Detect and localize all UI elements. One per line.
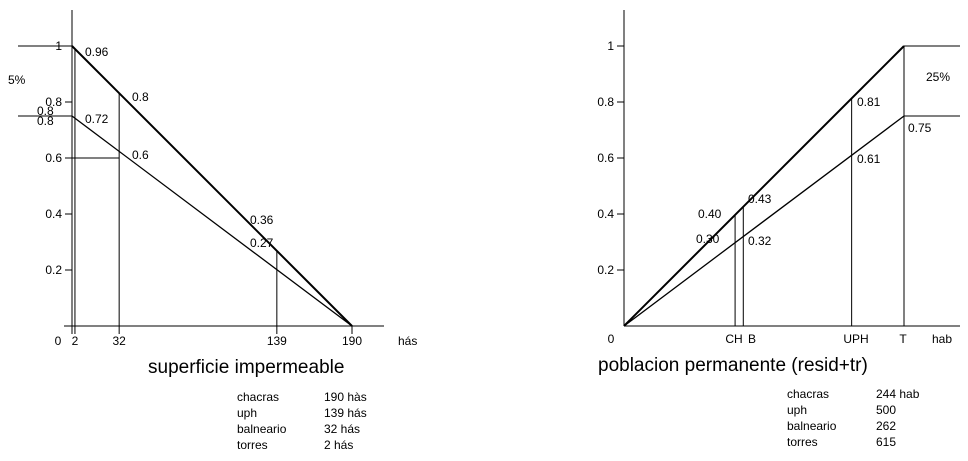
legend-value: 244 hab xyxy=(876,387,920,401)
annotation-label: 0.43 xyxy=(748,192,772,206)
legend-value: 615 xyxy=(876,435,896,449)
legend-name: uph xyxy=(237,406,257,420)
legend-name: torres xyxy=(237,438,268,452)
annotation-label: 0.36 xyxy=(250,213,274,227)
annotation-label: 0.6 xyxy=(132,148,149,162)
legend-name: balneario xyxy=(787,419,837,433)
legend-value: 500 xyxy=(876,403,896,417)
x-tick-label: 32 xyxy=(112,334,126,348)
x-axis-label: superficie impermeable xyxy=(148,357,344,378)
legend-value: 32 hás xyxy=(324,422,360,436)
annotation-label: 0.40 xyxy=(698,207,722,221)
legend-name: chacras xyxy=(237,390,279,404)
x-unit-label: hab xyxy=(932,332,952,346)
annotation-label: 0.27 xyxy=(250,236,274,250)
y-tick-label: 0.8 xyxy=(45,95,62,109)
annotation-label: 5% xyxy=(8,73,26,87)
legend-name: uph xyxy=(787,403,807,417)
annotation-label: 0.8 xyxy=(37,104,54,118)
x-tick-label: 0 xyxy=(55,334,62,348)
x-tick-label: B xyxy=(748,332,756,346)
legend-value: 190 hàs xyxy=(324,390,367,404)
series-line xyxy=(623,115,905,327)
y-tick-label: 0.6 xyxy=(597,151,614,165)
x-tick-label: CH xyxy=(725,332,742,346)
x-unit-label: hás xyxy=(398,334,417,348)
annotation-label: 0.32 xyxy=(748,234,772,248)
y-tick-label: 0.4 xyxy=(45,207,62,221)
legend-name: chacras xyxy=(787,387,829,401)
x-tick-label: 2 xyxy=(72,334,79,348)
y-tick-label: 0.2 xyxy=(597,263,614,277)
y-tick-label: 0.8 xyxy=(597,95,614,109)
y-tick-label: 0.4 xyxy=(597,207,614,221)
series-line xyxy=(623,45,905,327)
annotation-label: 0.81 xyxy=(857,95,881,109)
x-tick-label: 190 xyxy=(342,334,362,348)
y-tick-label: 1 xyxy=(607,39,614,53)
legend-value: 2 hás xyxy=(324,438,353,452)
x-tick-label: T xyxy=(899,332,907,346)
annotation-label: 0.8 xyxy=(37,114,54,128)
x-axis-label: poblacion permanente (resid+tr) xyxy=(598,355,868,376)
y-tick-label: 0.6 xyxy=(45,151,62,165)
series-line xyxy=(71,45,353,327)
annotation-label: 0.96 xyxy=(85,45,109,59)
chart-left: 0.20.40.60.810 2 32 139 190 hás5%0.80.960.720… xyxy=(8,10,417,452)
series-line xyxy=(71,115,353,327)
annotation-label: 0.72 xyxy=(85,112,109,126)
legend-name: torres xyxy=(787,435,818,449)
x-tick-label: UPH xyxy=(843,332,868,346)
annotation-label: 0.61 xyxy=(857,152,881,166)
legend-name: balneario xyxy=(237,422,287,436)
legend-value: 139 hás xyxy=(324,406,367,420)
annotation-label: 0.8 xyxy=(132,90,149,104)
y-tick-label: 0.2 xyxy=(45,263,62,277)
x-tick-label: 0 xyxy=(608,332,615,346)
annotation-label: 0.75 xyxy=(908,121,932,135)
x-tick-label: 139 xyxy=(267,334,287,348)
annotation-label: 25% xyxy=(926,70,950,84)
legend-value: 262 xyxy=(876,419,896,433)
annotation-label: 0.30 xyxy=(696,232,720,246)
